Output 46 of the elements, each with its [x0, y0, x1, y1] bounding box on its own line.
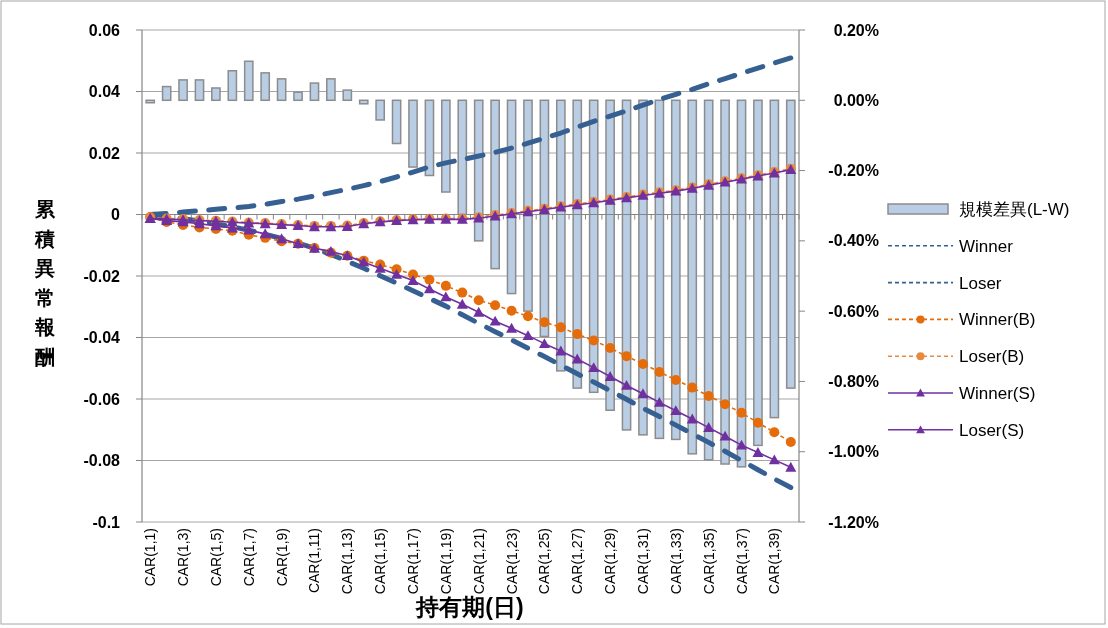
legend-label: Winner(B) [959, 310, 1036, 330]
y-axis-title: 累積異常報酬 [34, 198, 56, 368]
legend-label: Winner [959, 236, 1014, 256]
x-tick-label: CAR(1,35) [700, 528, 717, 595]
x-tick-label: CAR(1,39) [766, 528, 783, 595]
x-axis-title: 持有期(日) [415, 594, 524, 620]
x-tick-label: CAR(1,9) [273, 528, 290, 587]
legend-label: Loser(S) [959, 420, 1025, 440]
y2-tick-label: -1.00% [828, 443, 879, 461]
x-tick-label: CAR(1,27) [569, 528, 586, 595]
x-tick-label: CAR(1,5) [207, 528, 224, 587]
y-tick-label: 0.04 [88, 83, 121, 100]
x-tick-label: CAR(1,1) [142, 528, 159, 587]
y2-tick-label: 0.20% [833, 21, 879, 39]
x-tick-label: CAR(1,25) [536, 528, 553, 595]
y2-tick-label: 0.00% [833, 91, 879, 109]
y2-tick-label: -0.20% [828, 162, 879, 180]
y2-tick-label: -1.20% [828, 513, 879, 531]
x-tick-label: CAR(1,7) [240, 528, 257, 587]
y-tick-label: -0.1 [92, 513, 121, 531]
x-tick-label: CAR(1,37) [733, 528, 750, 595]
x-tick-label: CAR(1,11) [306, 528, 323, 594]
x-tick-label: CAR(1,19) [437, 528, 454, 595]
x-tick-label: CAR(1,23) [503, 528, 520, 595]
x-tick-label: CAR(1,21) [470, 528, 487, 595]
x-tick-label: CAR(1,31) [634, 528, 651, 595]
y2-tick-label: -0.80% [828, 372, 879, 390]
x-tick-label: CAR(1,13) [339, 528, 356, 595]
legend-label: Winner(S) [959, 384, 1036, 403]
x-tick-label: CAR(1,33) [667, 528, 684, 595]
x-tick-label: CAR(1,3) [175, 528, 192, 587]
y-tick-label: -0.02 [83, 267, 121, 285]
legend-label: Loser(B) [959, 347, 1025, 367]
y2-tick-label: -0.40% [828, 232, 879, 250]
y-tick-label: -0.04 [83, 329, 121, 346]
y-tick-label: -0.06 [83, 390, 121, 408]
legend-label: Loser [959, 273, 1002, 293]
y-tick-label: 0 [111, 206, 121, 223]
y-tick-label: -0.08 [83, 452, 121, 469]
x-tick-label: CAR(1,29) [602, 528, 619, 595]
y-tick-label: 0.02 [88, 144, 121, 162]
y2-tick-label: -0.60% [828, 302, 879, 320]
legend-label: 規模差異(L-W) [959, 200, 1070, 219]
y-tick-label: 0.06 [88, 21, 121, 39]
x-tick-label: CAR(1,15) [372, 528, 389, 595]
x-tick-label: CAR(1,17) [405, 528, 422, 595]
